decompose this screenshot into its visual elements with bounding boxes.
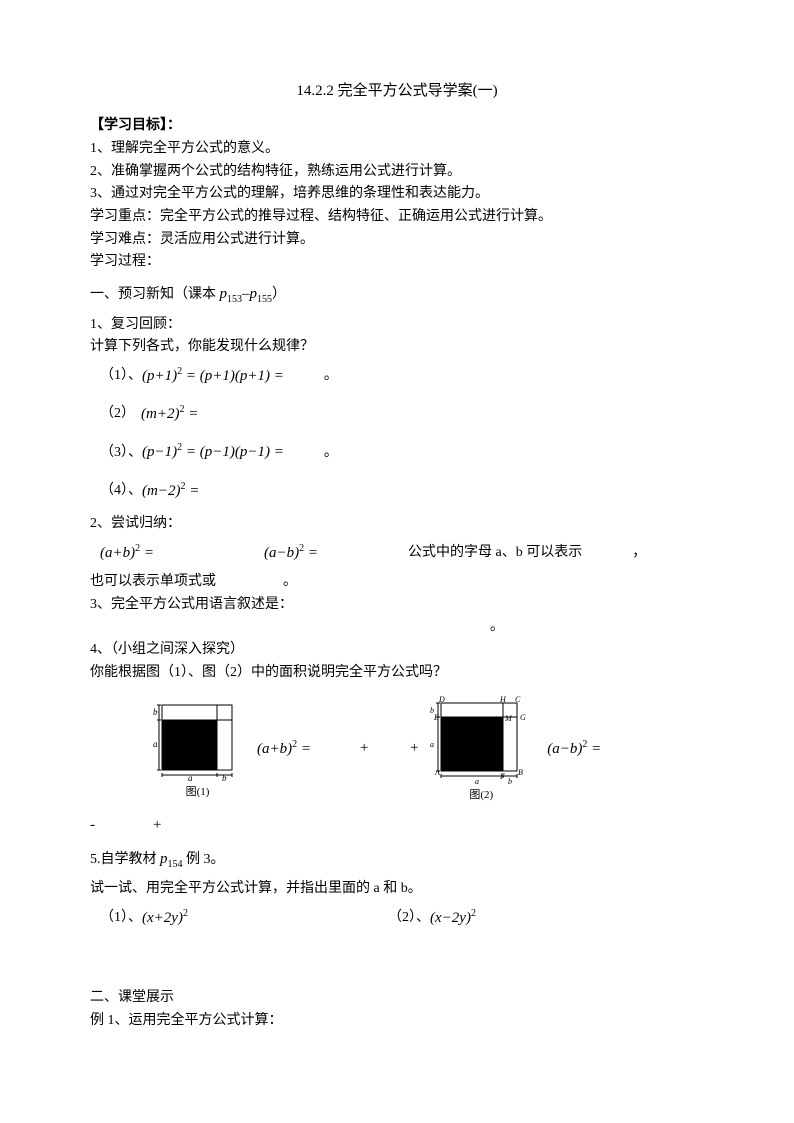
sum-eq2: (a−b)2 =: [264, 541, 318, 565]
try2: (x−2y)2: [430, 906, 476, 930]
try2-label: （2）、: [388, 907, 430, 929]
goal-3: 3、通过对完全平方公式的理解，培养思维的条理性和表达能力。: [90, 183, 704, 205]
svg-text:b: b: [153, 707, 158, 717]
item3: 3、完全平方公式用语言叙述是：: [90, 594, 704, 616]
svg-text:M: M: [504, 714, 513, 723]
try1-label: （1）、: [100, 907, 142, 929]
example1: 例 1、运用完全平方公式计算：: [90, 1010, 704, 1032]
eq2-label: （2）: [100, 403, 135, 425]
review: 1、复习回顾：: [90, 314, 704, 336]
sum-comma: ，: [632, 542, 646, 564]
item5a: 5.自学教材: [90, 852, 160, 867]
figure-1: b a a b 图(1): [150, 697, 245, 801]
try1: (x+2y)2: [142, 906, 188, 930]
svg-text:B: B: [518, 768, 523, 777]
figure-2: D H C E G M A F B b a a b 图(2): [425, 693, 537, 804]
summary-label: 2、尝试归纳：: [90, 513, 704, 535]
dot1: 。: [324, 365, 338, 387]
minus: -: [90, 817, 95, 833]
eq4: (m−2)2 =: [142, 479, 199, 503]
doc-title: 14.2.2 完全平方公式导学案(一): [90, 80, 704, 103]
svg-text:C: C: [515, 695, 521, 704]
process: 学习过程：: [90, 251, 704, 273]
eq3-label: （3）、: [100, 442, 142, 464]
fig-eq-b: (a−b)2 =: [547, 737, 601, 761]
item4a: 4、（小组之间深入探究）: [90, 639, 704, 661]
sum-eq1: (a+b)2 =: [100, 541, 154, 565]
plus-2: +: [409, 737, 419, 760]
svg-text:a: a: [475, 777, 479, 785]
fig2-caption: 图(2): [425, 787, 537, 804]
sum-text-a: 公式中的字母 a、b 可以表示: [408, 542, 582, 564]
goal-2: 2、准确掌握两个公式的结构特征，熟练运用公式进行计算。: [90, 161, 704, 183]
eq1-label: （1）、: [100, 365, 142, 387]
sum-text-b: 也可以表示单项式或: [90, 574, 216, 589]
sum-text-c: 。: [283, 574, 297, 589]
svg-text:a: a: [188, 773, 193, 782]
section2-title: 二、课堂展示: [90, 987, 704, 1009]
section1-a: 一、预习新知（课本: [90, 287, 220, 302]
fig-eq-a: (a+b)2 =: [257, 737, 311, 761]
item5b: 例 3。: [183, 852, 225, 867]
try: 试一试、用完全平方公式计算，并指出里面的 a 和 b。: [90, 878, 704, 900]
eq4-label: （4）、: [100, 480, 142, 502]
plus-1: +: [359, 737, 369, 760]
section1-b: ）: [272, 287, 286, 302]
svg-text:b: b: [508, 777, 512, 785]
item4b: 你能根据图（1）、图（2）中的面积说明完全平方公式吗？: [90, 662, 704, 684]
goals-header: 【学习目标】：: [90, 115, 704, 137]
dot3: 。: [324, 442, 338, 464]
plus-3: +: [152, 817, 162, 833]
svg-text:a: a: [153, 739, 158, 749]
eq2: (m+2)2 =: [141, 402, 198, 426]
eq1: (p+1)2 = (p+1)(p+1) =: [142, 364, 284, 388]
eq3: (p−1)2 = (p−1)(p−1) =: [142, 440, 284, 464]
fig1-caption: 图(1): [150, 784, 245, 801]
item3-end: 。: [90, 616, 704, 638]
review-q: 计算下列各式，你能发现什么规律？: [90, 336, 704, 358]
focus: 学习重点：完全平方公式的推导过程、结构特征、正确运用公式进行计算。: [90, 206, 704, 228]
svg-text:A: A: [434, 768, 440, 777]
svg-text:b: b: [222, 773, 227, 782]
goal-1: 1、理解完全平方公式的意义。: [90, 138, 704, 160]
difficulty: 学习难点：灵活应用公式进行计算。: [90, 229, 704, 251]
svg-text:b: b: [430, 706, 434, 715]
svg-text:a: a: [430, 740, 434, 749]
svg-text:G: G: [520, 713, 526, 722]
